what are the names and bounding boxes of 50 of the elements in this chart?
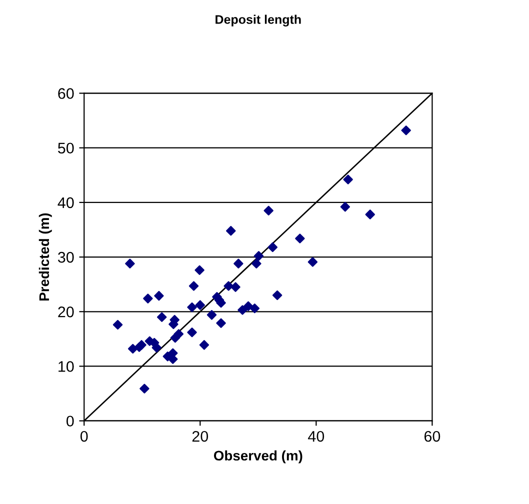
point [112, 320, 123, 330]
point [268, 242, 278, 252]
y-tick-label: 30 [58, 252, 74, 263]
y-tick-label: 40 [58, 197, 74, 208]
point [216, 318, 226, 328]
point [226, 226, 236, 236]
point [264, 206, 274, 216]
point [365, 210, 375, 220]
point [128, 344, 138, 354]
point [152, 342, 162, 353]
point [187, 328, 197, 338]
point [136, 340, 146, 350]
point [254, 251, 264, 261]
point [340, 202, 350, 212]
y-tick-label: 50 [58, 142, 74, 154]
y-tick-label: 10 [58, 361, 74, 372]
point [230, 282, 240, 292]
chart-title: Deposit length [216, 14, 301, 26]
y-tick-label: 20 [58, 306, 74, 318]
point [143, 294, 153, 304]
y-tick-label: 60 [58, 88, 74, 99]
point [343, 174, 353, 184]
point [156, 312, 167, 322]
point [252, 258, 262, 268]
point [206, 310, 217, 320]
y-tick-label: 0 [66, 416, 74, 427]
x-tick-label: 0 [80, 430, 88, 442]
point [199, 340, 210, 350]
point [238, 305, 248, 315]
x-tick-label: 60 [424, 430, 440, 442]
point [174, 329, 184, 339]
point [295, 234, 305, 244]
point [250, 304, 260, 314]
point [154, 290, 164, 301]
point [188, 281, 199, 291]
x-tick-label: 20 [192, 430, 208, 442]
point [243, 301, 254, 312]
point [308, 257, 318, 267]
point [140, 384, 150, 394]
point [401, 126, 411, 136]
point [224, 281, 234, 291]
y-axis-title: Predicted (m) [38, 213, 52, 300]
point [234, 258, 244, 268]
point [194, 265, 204, 276]
x-tick-label: 40 [308, 430, 324, 442]
x-axis-title: Observed (m) [214, 450, 302, 464]
point [272, 290, 282, 300]
point [125, 258, 135, 268]
point [187, 302, 197, 312]
point [195, 300, 205, 310]
